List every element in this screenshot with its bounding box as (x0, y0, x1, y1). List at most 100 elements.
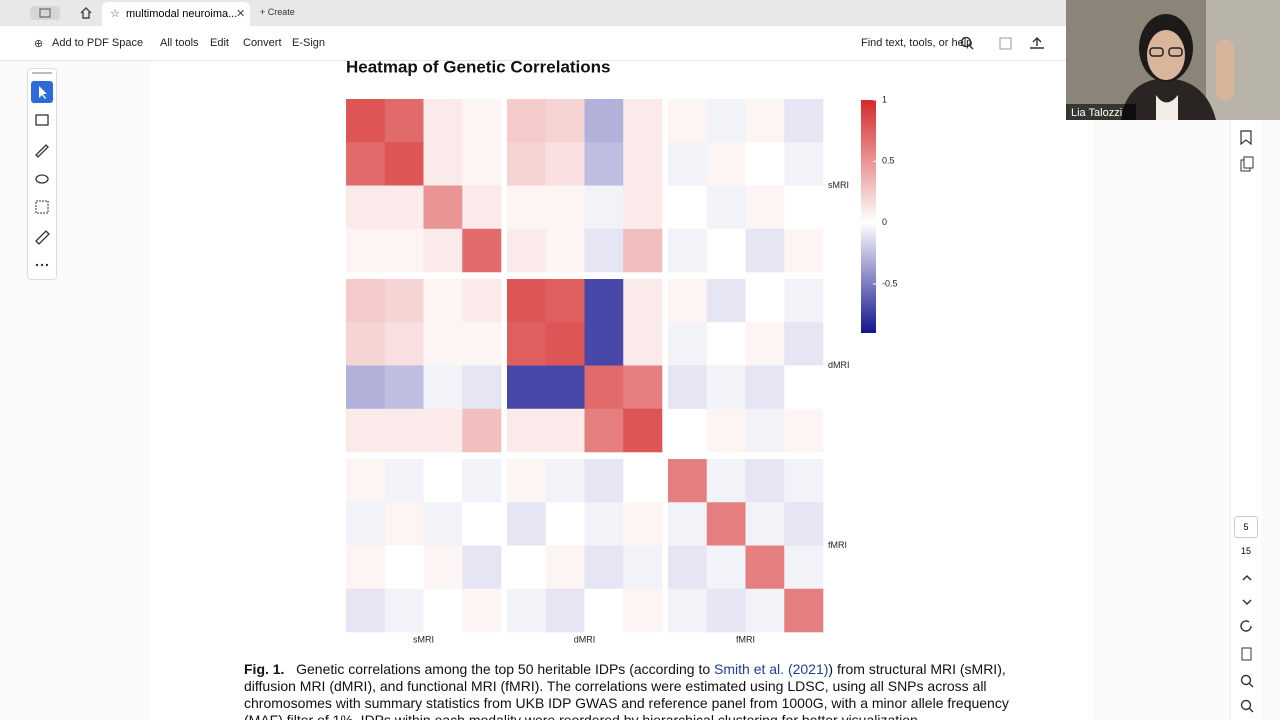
tab[interactable]: ☆ multimodal neuroima... ✕ (102, 2, 250, 26)
heatmap-cell (784, 279, 824, 323)
heatmap-cell (668, 322, 708, 366)
heatmap-cell (623, 322, 663, 366)
heatmap-cell (545, 322, 585, 366)
toolbar-item[interactable]: E-Sign (292, 37, 326, 49)
heatmap-cell (623, 459, 663, 503)
heatmap-cell (346, 185, 386, 230)
page-total: 15 (1240, 546, 1251, 556)
row-group-label: fMRI (828, 540, 847, 550)
heatmap-cell (507, 142, 547, 186)
heatmap-cell (706, 279, 746, 323)
heatmap-cell (545, 588, 585, 633)
toolbar-item[interactable]: Convert (243, 37, 282, 49)
heatmap-cell (584, 185, 624, 230)
heatmap-cell (584, 279, 624, 323)
left-pane (0, 61, 150, 720)
heatmap-cell (384, 322, 424, 366)
new-tab[interactable]: + Create (260, 7, 295, 17)
heatmap-cell (623, 99, 663, 143)
heatmap-cell (745, 365, 785, 410)
heatmap-cell (623, 545, 663, 590)
figure-caption: Fig. 1. Genetic correlations among the t… (244, 661, 1014, 720)
heatmap-cell (584, 365, 624, 410)
heatmap-cell (706, 228, 746, 273)
row-group-label: sMRI (828, 180, 849, 190)
heatmap-cell (784, 322, 824, 366)
toolbar-item[interactable]: Edit (210, 37, 229, 49)
caption-link[interactable]: Smith et al. (2021) (714, 661, 829, 677)
heatmap-cell (668, 502, 708, 546)
heatmap-cell (346, 279, 386, 323)
heatmap-cell (423, 142, 463, 186)
heatmap-cell (423, 322, 463, 366)
heatmap-cell (346, 228, 386, 273)
heatmap-cell (545, 228, 585, 273)
video-feed: Lia Talozzi (1066, 0, 1280, 120)
heatmap-cell (462, 142, 502, 186)
heatmap-cell (462, 185, 502, 230)
heatmap-cell (346, 459, 386, 503)
heatmap-cell (706, 99, 746, 143)
heatmap-cell (545, 99, 585, 143)
caption-text: ) from structural MRI (sMRI), diffusion … (244, 661, 1009, 720)
heatmap-cell (745, 228, 785, 273)
heatmap-cell (584, 228, 624, 273)
toolbar-item[interactable]: All tools (160, 37, 199, 49)
heatmap-cell (745, 185, 785, 230)
heatmap-cell (462, 365, 502, 410)
chart-title: Heatmap of Genetic Correlations (346, 57, 611, 76)
page-current[interactable]: 5 (1234, 516, 1258, 538)
heatmap-cell (706, 322, 746, 366)
heatmap-cell (384, 142, 424, 186)
heatmap-cell (384, 99, 424, 143)
heatmap-cell (462, 279, 502, 323)
tool-icons (31, 72, 53, 267)
heatmap-cell (584, 588, 624, 633)
participant-name: Lia Talozzi (1071, 107, 1122, 119)
heatmap-cell (784, 502, 824, 546)
heatmap-cell (507, 459, 547, 503)
heatmap-cell (668, 588, 708, 633)
colorbar-tick-label: 0.5 (882, 156, 895, 166)
heatmap-cell (623, 185, 663, 230)
search-box[interactable]: Find text, tools, or help (861, 37, 973, 49)
toolbar-icons (960, 36, 1044, 50)
heatmap-cell (423, 185, 463, 230)
heatmap-cell (462, 99, 502, 143)
heatmap-cell (706, 408, 746, 453)
heatmap-cell (706, 365, 746, 410)
heatmap-cell (462, 408, 502, 453)
heatmap-cell (745, 588, 785, 633)
heatmap-cell (784, 142, 824, 186)
heatmap-cell (507, 279, 547, 323)
heatmap-cell (668, 365, 708, 410)
nav-icons (1240, 574, 1254, 713)
heatmap-cell (745, 502, 785, 546)
heatmap-cell (462, 322, 502, 366)
heatmap-cell (423, 365, 463, 410)
heatmap-cell (507, 408, 547, 453)
heatmap-cell (384, 408, 424, 453)
heatmap-cell (384, 588, 424, 633)
heatmap-cell (623, 502, 663, 546)
heatmap-cell (745, 99, 785, 143)
heatmap-cell (384, 459, 424, 503)
heatmap-cell (784, 545, 824, 590)
heatmap-cell (423, 545, 463, 590)
row-group-label: dMRI (828, 360, 850, 370)
heatmap-cell (423, 588, 463, 633)
heatmap-cell (545, 545, 585, 590)
heatmap-cell (668, 142, 708, 186)
heatmap-cell (623, 408, 663, 453)
heatmap-cell (584, 502, 624, 546)
heatmap-cell (784, 459, 824, 503)
heatmap-cell (507, 99, 547, 143)
heatmap-cell (668, 279, 708, 323)
toolbar-item[interactable]: Add to PDF Space (52, 37, 144, 49)
heatmap-cell (384, 545, 424, 590)
heatmap-cell (584, 545, 624, 590)
heatmap-cell (784, 185, 824, 230)
rail-icons (1240, 130, 1254, 172)
heatmap-cell (623, 142, 663, 186)
heatmap-cell (745, 322, 785, 366)
